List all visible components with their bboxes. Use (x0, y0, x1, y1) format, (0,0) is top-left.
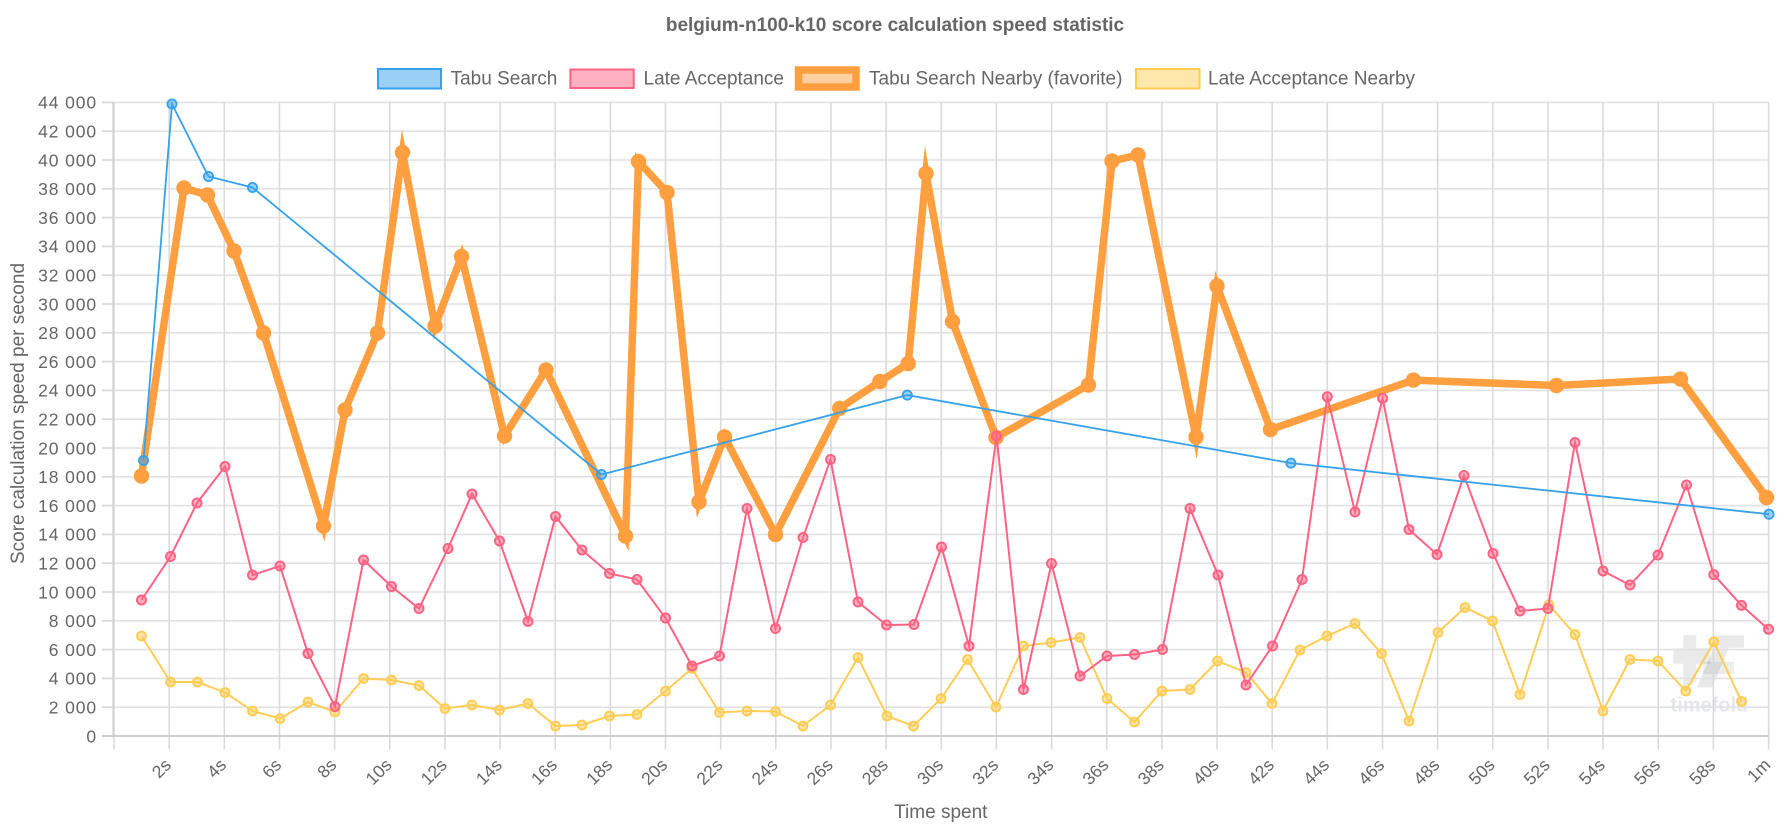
svg-text:Score calculation speed per se: Score calculation speed per second (8, 263, 29, 564)
svg-text:26 000: 26 000 (38, 352, 97, 372)
svg-text:timefold: timefold (1671, 695, 1749, 717)
svg-text:44 000: 44 000 (38, 93, 97, 113)
svg-text:10 000: 10 000 (38, 582, 97, 602)
svg-text:Tabu Search Nearby (favorite): Tabu Search Nearby (favorite) (869, 69, 1122, 90)
svg-text:Late Acceptance: Late Acceptance (644, 69, 785, 90)
svg-text:24 000: 24 000 (38, 381, 97, 401)
svg-text:40 000: 40 000 (38, 150, 97, 170)
svg-text:22 000: 22 000 (38, 410, 97, 430)
svg-text:14 000: 14 000 (38, 525, 97, 545)
svg-text:30 000: 30 000 (38, 294, 97, 314)
svg-text:2 000: 2 000 (49, 698, 97, 718)
svg-text:Late Acceptance Nearby: Late Acceptance Nearby (1208, 69, 1416, 90)
svg-text:18 000: 18 000 (38, 467, 97, 487)
svg-text:4 000: 4 000 (49, 669, 97, 689)
svg-text:16 000: 16 000 (38, 496, 97, 516)
svg-text:6 000: 6 000 (49, 640, 97, 660)
svg-text:belgium-n100-k10 score calcula: belgium-n100-k10 score calculation speed… (666, 15, 1125, 36)
svg-text:8 000: 8 000 (49, 611, 97, 631)
svg-text:20 000: 20 000 (38, 438, 97, 458)
svg-text:34 000: 34 000 (38, 237, 97, 257)
svg-text:Time spent: Time spent (894, 802, 988, 823)
svg-text:12 000: 12 000 (38, 554, 97, 574)
svg-text:42 000: 42 000 (38, 122, 97, 142)
svg-text:0: 0 (86, 726, 97, 746)
svg-text:36 000: 36 000 (38, 208, 97, 228)
svg-text:32 000: 32 000 (38, 266, 97, 286)
svg-text:Tabu Search: Tabu Search (451, 69, 558, 90)
svg-text:38 000: 38 000 (38, 179, 97, 199)
svg-text:28 000: 28 000 (38, 323, 97, 343)
